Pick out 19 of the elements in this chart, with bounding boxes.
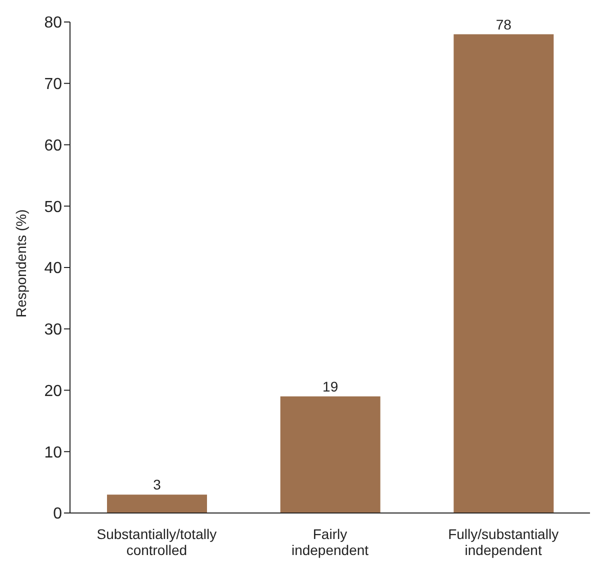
bar (280, 396, 380, 513)
y-tick-label: 40 (44, 260, 62, 278)
data-label: 19 (322, 378, 338, 394)
x-tick-label: Substantially/totally controlled (96, 526, 217, 558)
y-tick-label: 20 (44, 382, 62, 400)
bar (107, 494, 207, 513)
y-tick-label: 50 (44, 198, 62, 216)
x-tick-label: Fully/substantially independent (448, 526, 559, 558)
y-tick-label: 30 (44, 322, 62, 339)
data-label: 78 (496, 16, 512, 32)
data-label: 3 (153, 476, 162, 493)
bar (454, 34, 554, 513)
y-tick-label: 10 (44, 444, 62, 462)
y-tick-label: 0 (53, 506, 62, 523)
x-tick-label: Fairly independent (291, 526, 369, 558)
y-tick-label: 70 (44, 76, 62, 94)
y-tick-label: 60 (44, 137, 62, 154)
y-tick-label: 80 (44, 14, 62, 32)
y-axis-title: Respondents (%) (12, 209, 29, 318)
